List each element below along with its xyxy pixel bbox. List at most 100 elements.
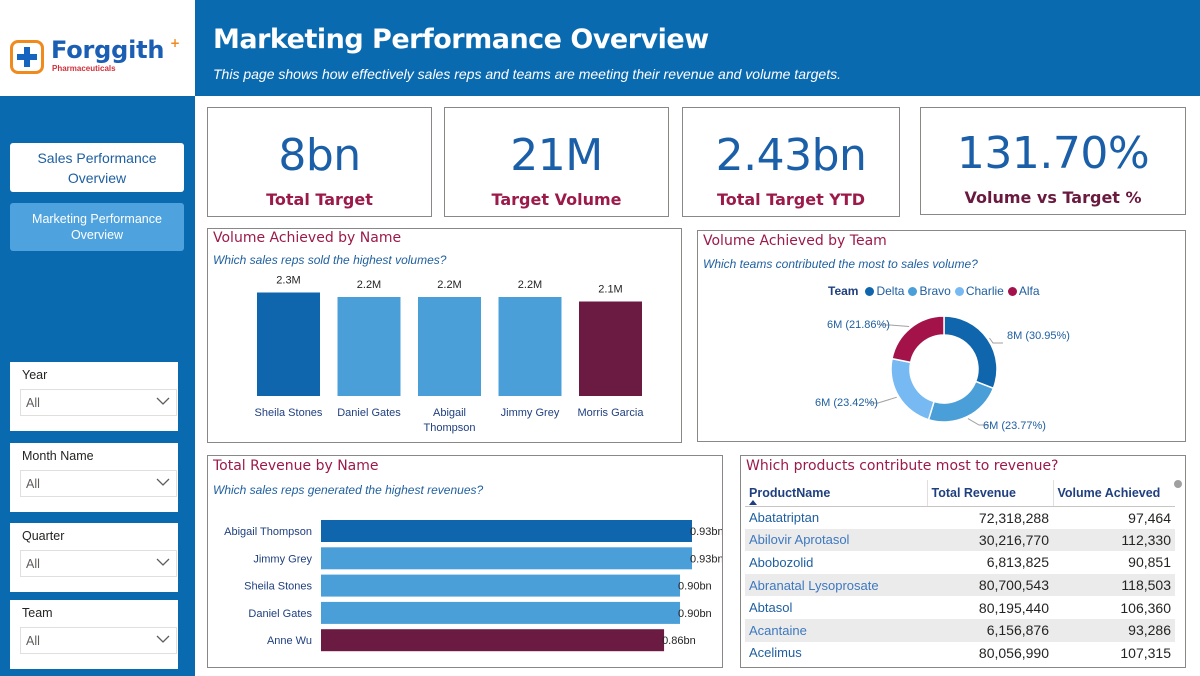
bar[interactable] xyxy=(337,297,401,396)
donut-slice[interactable] xyxy=(891,315,945,364)
year-slicer: Year All xyxy=(10,362,178,431)
revenue-by-name-visual[interactable]: Total Revenue by Name Which sales reps g… xyxy=(207,455,723,668)
product-name-cell: Abilovir Aprotasol xyxy=(745,528,927,552)
product-name-cell: Acantaine xyxy=(745,618,927,642)
category-label: Abigail Thompson xyxy=(224,526,312,538)
logo-name: Forggith xyxy=(51,36,165,64)
product-name-cell: Abranatal Lysoprosate xyxy=(745,573,927,597)
column-header-revenue[interactable]: Total Revenue xyxy=(926,480,1053,507)
volume-cell: 107,315 xyxy=(1120,644,1171,661)
team-legend: Team Delta Bravo Charlie Alfa xyxy=(828,284,1044,298)
bar[interactable] xyxy=(257,292,320,397)
sidebar: Forggith Pharmaceuticals + Sales Perform… xyxy=(0,0,195,676)
nav-sales-performance-button[interactable]: Sales Performance Overview xyxy=(10,143,184,192)
legend-item-delta[interactable]: Delta xyxy=(865,284,904,298)
visual-title: Which products contribute most to revenu… xyxy=(746,458,1059,474)
product-name-cell: Acelimus xyxy=(749,645,802,661)
team-dropdown-value: All xyxy=(26,634,40,648)
chevron-down-icon xyxy=(156,397,170,405)
bar[interactable] xyxy=(498,297,562,396)
scrollbar-handle[interactable] xyxy=(1174,480,1182,488)
visual-title: Total Revenue by Name xyxy=(213,458,379,474)
volume-by-name-visual[interactable]: Volume Achieved by Name Which sales reps… xyxy=(207,228,682,443)
nav-marketing-performance-button[interactable]: Marketing Performance Overview xyxy=(10,203,184,251)
bar[interactable] xyxy=(321,547,692,570)
data-label: 2.2M xyxy=(357,279,381,291)
kpi-value: 131.70% xyxy=(956,128,1150,179)
volume-by-team-visual[interactable]: Volume Achieved by Team Which teams cont… xyxy=(697,230,1186,442)
donut-slice[interactable] xyxy=(943,315,998,390)
table-row[interactable]: Abatatriptan 72,318,288 97,464 xyxy=(745,506,1175,529)
products-table-visual[interactable]: Which products contribute most to revenu… xyxy=(740,455,1186,668)
category-label: Thompson xyxy=(424,422,476,434)
products-table: ProductName Total Revenue Volume Achieve… xyxy=(745,480,1175,664)
kpi-card-total-target-ytd[interactable]: 2.43bn Total Target YTD xyxy=(682,107,900,217)
year-dropdown[interactable]: All xyxy=(20,389,177,416)
kpi-label: Total Target YTD xyxy=(716,190,866,209)
table-row[interactable]: Abilovir Aprotasol 30,216,770 112,330 xyxy=(745,528,1175,552)
category-label: Abigail xyxy=(433,407,466,419)
product-name-cell: Abatatriptan xyxy=(749,510,820,526)
legend-label: Alfa xyxy=(1018,284,1040,298)
volume-cell: 112,330 xyxy=(1053,528,1175,552)
chevron-down-icon xyxy=(156,558,170,566)
nav-marketing-performance-label: Marketing Performance Overview xyxy=(32,212,162,242)
data-label: 2.1M xyxy=(598,284,622,296)
data-label: 0.90bn xyxy=(678,581,712,593)
column-header-product[interactable]: ProductName xyxy=(745,480,927,507)
product-name-cell: Abobozolid xyxy=(749,554,814,570)
team-dropdown[interactable]: All xyxy=(20,627,177,654)
team-slicer-label: Team xyxy=(22,606,53,620)
bar[interactable] xyxy=(418,297,481,396)
donut-slice[interactable] xyxy=(890,357,936,421)
table-row[interactable]: Acelimus 80,056,990 107,315 xyxy=(745,642,1175,665)
visual-subtitle: Which sales reps generated the highest r… xyxy=(213,483,484,497)
legend-item-charlie[interactable]: Charlie xyxy=(954,284,1004,298)
legend-label: Bravo xyxy=(919,284,951,298)
table-row[interactable]: Abranatal Lysoprosate 80,700,543 118,503 xyxy=(745,573,1175,597)
volume-cell: 97,464 xyxy=(1128,509,1171,526)
revenue-by-name-chart: Abigail Thompson 0.93bn Jimmy Grey 0.93bn Sh… xyxy=(224,520,722,652)
table-header-row: ProductName Total Revenue Volume Achieve… xyxy=(745,480,1175,507)
visual-subtitle: Which sales reps sold the highest volume… xyxy=(213,253,447,267)
visual-subtitle: Which teams contributed the most to sale… xyxy=(703,257,978,271)
data-label: 2.2M xyxy=(437,279,461,291)
month-dropdown[interactable]: All xyxy=(20,470,177,497)
product-name-cell: Abtasol xyxy=(749,600,793,616)
kpi-label: Target Volume xyxy=(491,190,622,209)
quarter-dropdown[interactable]: All xyxy=(20,550,177,577)
bar[interactable] xyxy=(321,574,681,597)
team-slicer: Team All xyxy=(10,600,178,669)
data-label: 6M (23.42%) xyxy=(815,397,878,409)
bar[interactable] xyxy=(321,601,681,624)
legend-label: Delta xyxy=(876,284,905,298)
table-row[interactable]: Acantaine 6,156,876 93,286 xyxy=(745,618,1175,642)
revenue-cell: 80,056,990 xyxy=(978,644,1049,661)
nav-sales-performance-label: Sales Performance Overview xyxy=(37,149,157,186)
bar[interactable] xyxy=(321,520,692,542)
month-slicer: Month Name All xyxy=(10,443,178,512)
table-row[interactable]: Abobozolid 6,813,825 90,851 xyxy=(745,551,1175,574)
donut-slice[interactable] xyxy=(927,380,995,423)
revenue-cell: 80,195,440 xyxy=(978,599,1049,616)
bar[interactable] xyxy=(579,301,642,397)
kpi-card-total-target[interactable]: 8bn Total Target xyxy=(207,107,432,217)
kpi-value: 8bn xyxy=(278,130,361,181)
kpi-card-volume-vs-target[interactable]: 131.70% Volume vs Target % xyxy=(920,107,1186,215)
data-label: 6M (21.86%) xyxy=(827,319,890,331)
bar[interactable] xyxy=(321,629,665,652)
legend-item-bravo[interactable]: Bravo xyxy=(908,284,951,298)
table-row[interactable]: Abtasol 80,195,440 106,360 xyxy=(745,596,1175,619)
category-label: Sheila Stones xyxy=(255,407,323,419)
data-label: 6M (23.77%) xyxy=(983,420,1046,432)
sort-ascending-icon xyxy=(749,499,757,505)
month-dropdown-value: All xyxy=(26,477,40,491)
volume-cell: 90,851 xyxy=(1128,554,1171,571)
column-header-volume[interactable]: Volume Achieved xyxy=(1052,480,1175,507)
logo: Forggith Pharmaceuticals + xyxy=(0,0,195,96)
volume-cell: 106,360 xyxy=(1120,599,1171,616)
kpi-card-target-volume[interactable]: 21M Target Volume xyxy=(444,107,669,217)
legend-item-alfa[interactable]: Alfa xyxy=(1007,284,1040,298)
volume-by-team-donut: 8M (30.95%) 6M (23.77%) 6M (23.42%) 6M (21.… xyxy=(815,315,1070,432)
kpi-value: 2.43bn xyxy=(715,130,867,181)
